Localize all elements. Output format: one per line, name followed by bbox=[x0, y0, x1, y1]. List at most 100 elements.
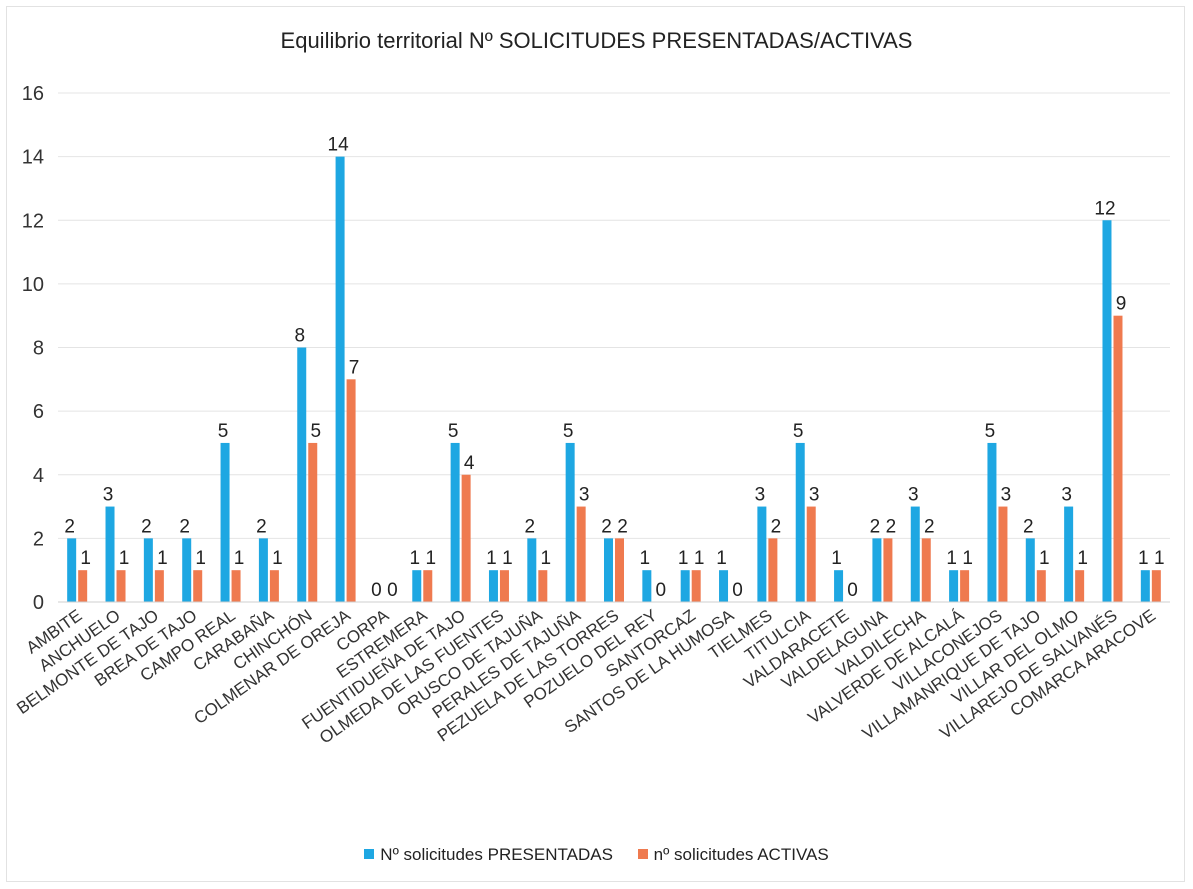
bar-activas[interactable] bbox=[768, 538, 778, 602]
bar-presentadas[interactable] bbox=[105, 506, 115, 602]
data-label-activas: 1 bbox=[119, 548, 130, 569]
chart-frame bbox=[6, 6, 1185, 882]
data-label-presentadas: 3 bbox=[1061, 485, 1072, 506]
bar-activas[interactable] bbox=[193, 570, 203, 602]
bar-activas[interactable] bbox=[308, 442, 318, 602]
bar-activas[interactable] bbox=[423, 570, 433, 602]
data-label-activas: 2 bbox=[924, 516, 935, 537]
data-label-activas: 3 bbox=[1001, 485, 1012, 506]
data-label-presentadas: 3 bbox=[755, 485, 766, 506]
data-label-presentadas: 2 bbox=[1023, 516, 1034, 537]
bar-activas[interactable] bbox=[691, 570, 701, 602]
data-label-presentadas: 3 bbox=[103, 485, 114, 506]
bar-presentadas[interactable] bbox=[297, 347, 307, 603]
data-label-presentadas: 2 bbox=[256, 516, 267, 537]
data-label-presentadas: 1 bbox=[716, 548, 727, 569]
bar-activas[interactable] bbox=[615, 538, 624, 602]
bar-activas[interactable] bbox=[499, 570, 509, 602]
bar-presentadas[interactable] bbox=[834, 570, 844, 602]
data-label-presentadas: 2 bbox=[141, 516, 152, 537]
bar-activas[interactable] bbox=[921, 538, 931, 602]
bar-presentadas[interactable] bbox=[412, 570, 422, 602]
data-label-activas: 2 bbox=[771, 516, 782, 537]
bar-activas[interactable] bbox=[78, 570, 88, 602]
bar-activas[interactable] bbox=[1036, 570, 1046, 602]
bar-presentadas[interactable] bbox=[910, 506, 920, 602]
y-tick-label: 16 bbox=[22, 83, 44, 105]
data-label-activas: 0 bbox=[732, 580, 743, 601]
bar-presentadas[interactable] bbox=[527, 538, 537, 602]
data-label-activas: 1 bbox=[541, 548, 552, 569]
data-label-presentadas: 5 bbox=[985, 421, 996, 442]
data-label-activas: 3 bbox=[579, 485, 590, 506]
bar-presentadas[interactable] bbox=[143, 538, 153, 602]
data-label-activas: 2 bbox=[617, 516, 628, 537]
data-label-presentadas: 0 bbox=[371, 580, 382, 601]
data-label-activas: 1 bbox=[1039, 548, 1050, 569]
data-label-activas: 1 bbox=[694, 548, 705, 569]
legend-item-presentadas[interactable]: Nº solicitudes PRESENTADAS bbox=[364, 845, 613, 865]
bar-presentadas[interactable] bbox=[450, 442, 460, 602]
bar-presentadas[interactable] bbox=[182, 538, 192, 602]
data-label-activas: 3 bbox=[809, 485, 820, 506]
bar-activas[interactable] bbox=[960, 570, 970, 602]
legend-label-presentadas: Nº solicitudes PRESENTADAS bbox=[380, 845, 613, 864]
bar-activas[interactable] bbox=[806, 506, 816, 602]
bar-activas[interactable] bbox=[269, 570, 279, 602]
bar-activas[interactable] bbox=[461, 474, 471, 602]
bar-activas[interactable] bbox=[1113, 315, 1123, 602]
bar-presentadas[interactable] bbox=[1140, 570, 1150, 602]
bar-presentadas[interactable] bbox=[67, 538, 77, 602]
bar-activas[interactable] bbox=[998, 506, 1008, 602]
bar-activas[interactable] bbox=[538, 570, 548, 602]
bar-presentadas[interactable] bbox=[757, 506, 767, 602]
data-label-presentadas: 1 bbox=[486, 548, 497, 569]
bar-presentadas[interactable] bbox=[872, 538, 882, 602]
y-tick-label: 14 bbox=[22, 147, 44, 169]
chart-legend: Nº solicitudes PRESENTADAS nº solicitude… bbox=[0, 845, 1193, 865]
bar-activas[interactable] bbox=[576, 506, 586, 602]
data-label-presentadas: 1 bbox=[678, 548, 689, 569]
data-label-presentadas: 1 bbox=[640, 548, 651, 569]
data-label-activas: 1 bbox=[80, 548, 91, 569]
bar-presentadas[interactable] bbox=[258, 538, 268, 602]
bar-presentadas[interactable] bbox=[1102, 220, 1112, 602]
bar-presentadas[interactable] bbox=[987, 442, 997, 602]
data-label-presentadas: 2 bbox=[179, 516, 190, 537]
bar-activas[interactable] bbox=[883, 538, 893, 602]
bar-presentadas[interactable] bbox=[1025, 538, 1035, 602]
chart-title: Equilibrio territorial Nº SOLICITUDES PR… bbox=[280, 28, 913, 53]
legend-item-activas[interactable]: nº solicitudes ACTIVAS bbox=[637, 845, 829, 865]
data-label-activas: 1 bbox=[502, 548, 513, 569]
bar-activas[interactable] bbox=[154, 570, 164, 602]
data-label-activas: 1 bbox=[425, 548, 436, 569]
y-tick-label: 8 bbox=[33, 338, 44, 360]
y-tick-label: 10 bbox=[22, 274, 44, 296]
bar-presentadas[interactable] bbox=[719, 570, 729, 602]
bar-presentadas[interactable] bbox=[488, 570, 498, 602]
bar-activas[interactable] bbox=[231, 570, 241, 602]
data-label-presentadas: 8 bbox=[294, 326, 305, 347]
bar-presentadas[interactable] bbox=[680, 570, 690, 602]
bar-presentadas[interactable] bbox=[565, 442, 575, 602]
bar-presentadas[interactable] bbox=[795, 442, 805, 602]
bar-presentadas[interactable] bbox=[642, 570, 652, 602]
bar-presentadas[interactable] bbox=[220, 442, 230, 602]
data-label-presentadas: 5 bbox=[218, 421, 229, 442]
data-label-presentadas: 2 bbox=[64, 516, 75, 537]
bar-presentadas[interactable] bbox=[949, 570, 959, 602]
bar-activas[interactable] bbox=[346, 379, 356, 602]
bar-activas[interactable] bbox=[1075, 570, 1085, 602]
data-label-presentadas: 5 bbox=[793, 421, 804, 442]
data-label-presentadas: 2 bbox=[601, 516, 612, 537]
bar-presentadas[interactable] bbox=[335, 156, 345, 602]
bar-presentadas[interactable] bbox=[1064, 506, 1074, 602]
bar-activas[interactable] bbox=[116, 570, 126, 602]
legend-label-activas: nº solicitudes ACTIVAS bbox=[653, 845, 829, 864]
data-label-activas: 1 bbox=[195, 548, 206, 569]
data-label-activas: 1 bbox=[157, 548, 168, 569]
bar-activas[interactable] bbox=[1151, 570, 1161, 602]
y-tick-label: 2 bbox=[33, 528, 44, 550]
bar-presentadas[interactable] bbox=[604, 538, 613, 602]
